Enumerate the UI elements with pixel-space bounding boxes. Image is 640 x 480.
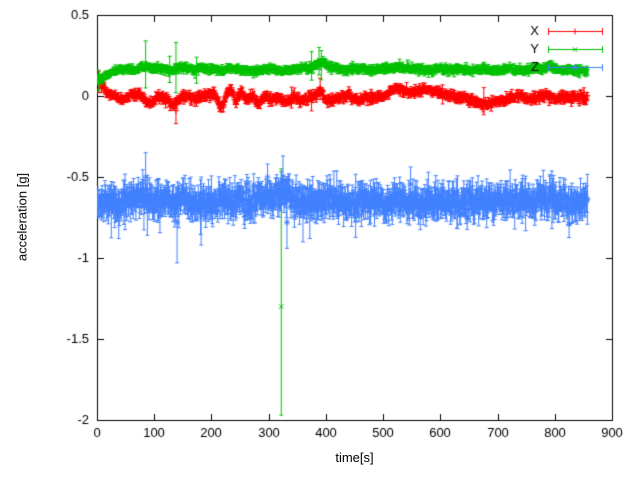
x-axis-label: time[s] xyxy=(335,450,374,465)
y-axis-label: acceleration [g] xyxy=(14,172,30,262)
